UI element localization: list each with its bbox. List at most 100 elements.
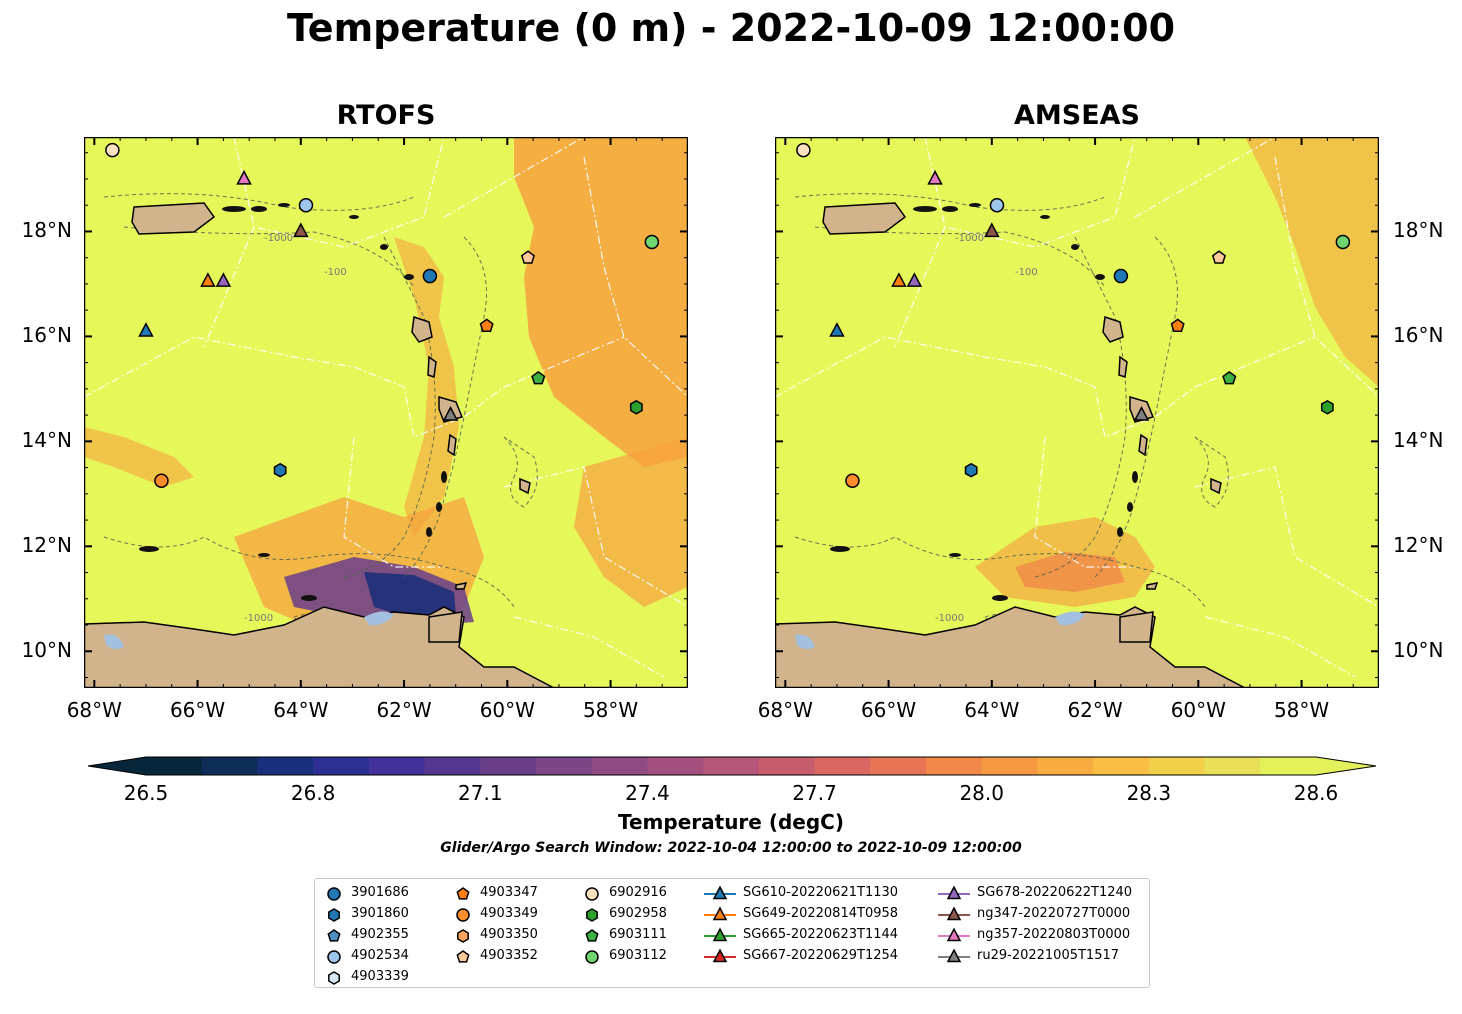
legend-label: 4903349 [480,906,538,921]
legend-swatch [704,947,736,962]
legend-marker [456,907,470,922]
lat-tick-label: 14°N [21,428,72,453]
contour-label-100: -100 [324,267,347,278]
legend-swatch [456,949,470,963]
legend-label: SG665-20220623T1144 [743,927,899,942]
colorbar-segment [480,757,537,775]
lon-tick-label: 60°W [479,698,535,722]
float-marker-ng347-20220727T0000 [293,222,309,238]
island-st-lucia [447,433,457,457]
legend-swatch [938,947,970,962]
legend-item: 3901686 [323,882,409,903]
legend-swatch [585,949,599,964]
legend-marker [712,884,728,899]
legend-item: 4903352 [452,945,538,966]
figure-title: Temperature (0 m) - 2022-10-09 12:00:00 [286,6,1176,50]
float-marker-4902534 [298,197,314,213]
legend-label: 6903111 [609,927,667,942]
legend-label: 6902958 [609,906,667,921]
island-trinidad [428,611,463,643]
panel-title-rtofs: RTOFS [336,100,436,131]
legend-swatch [938,905,970,920]
legend-item: ru29-20221005T1517 [937,945,1132,966]
cool-water-core [364,572,456,619]
colorbar-segment [1093,757,1150,775]
float-marker-4903352 [520,250,535,264]
legend-swatch [327,886,341,901]
legend-marker [328,907,340,922]
float-marker-4903347 [479,318,494,332]
lon-tick-label: 64°W [273,698,329,722]
island-puerto-rico [131,202,216,235]
legend-label: SG649-20220814T0958 [743,906,899,921]
legend-item: 6903112 [581,945,667,966]
legend-marker [456,886,470,900]
legend-label: 4902534 [351,948,409,963]
float-marker-ng357-20220803T0000 [927,169,943,185]
legend-marker [585,928,599,942]
legend-column: 6902916 6902958 6903111 6903112 [581,882,667,966]
colorbar-tick-label: 28.6 [1293,781,1339,805]
colorbar-label: Temperature (degC) [618,810,844,834]
float-marker-SG610-20220621T1130 [829,322,845,337]
lat-tick-label: 18°N [1393,218,1444,243]
warm-water-core-south [1015,552,1125,592]
legend-item: ng357-20220803T0000 [937,924,1132,945]
small-islands [139,203,447,601]
float-marker-6902916 [796,142,811,158]
lon-tick-label: 60°W [1170,698,1226,722]
legend-item: SG678-20220622T1240 [937,882,1132,903]
island-trinidad [1119,611,1154,643]
legend-item: 4903339 [323,966,409,987]
float-marker-6903112 [1335,234,1351,250]
legend-label: ng357-20220803T0000 [977,927,1131,942]
legend-swatch [704,884,736,899]
legend-item: SG667-20220629T1254 [703,945,898,966]
contour-label-1000: -1000 [264,233,293,244]
warm-water-northeast [514,137,688,467]
colorbar-tick-label: 27.1 [458,781,503,805]
legend-marker [586,907,598,922]
float-markers-amseas [796,142,1351,488]
colorbar-segment [146,757,203,775]
legend-swatch [327,949,341,964]
lon-tick-label: 62°W [1067,698,1123,722]
warm-water-east [574,437,688,607]
float-marker-ru29-20221005T1517 [1133,406,1150,421]
contour-label-1000-south: -1000 [244,613,273,624]
legend-swatch [457,928,469,943]
float-marker-SG649-20220814T0958 [891,272,907,287]
float-marker-6902958 [1320,399,1334,415]
legend-item: 4903347 [452,882,538,903]
colorbar-segment [1148,757,1206,775]
legend-marker [328,970,340,985]
search-window-text: Glider/Argo Search Window: 2022-10-04 12… [440,840,1022,856]
colorbar-tick-label: 26.8 [290,781,336,805]
float-marker-6903111 [531,370,546,385]
lat-tick-label: 10°N [21,638,72,663]
legend-item: 4903349 [452,903,538,924]
legend-marker [946,926,962,941]
island-tobago [1146,582,1159,590]
island-guadeloupe [1102,316,1124,343]
float-marker-4903347 [1170,318,1185,332]
legend-swatch [328,907,340,922]
island-barbados [1210,477,1222,495]
small-islands [830,203,1138,601]
lat-tick-label: 10°N [1393,638,1444,663]
float-marker-3901860 [964,462,978,478]
island-puerto-rico [822,202,907,235]
colorbar-tick-label: 27.7 [792,781,837,805]
legend-marker [457,928,469,943]
legend-swatch [456,907,470,922]
lake-features [795,611,1085,650]
legend-item: 4902534 [323,945,409,966]
float-marker-6902916 [105,142,120,158]
float-marker-SG678-20220622T1240 [906,272,923,287]
contour-label-1000: -1000 [955,233,984,244]
tick-marks-rtofs [84,137,688,688]
legend-item: 3901860 [323,903,409,924]
island-dominica [427,355,437,378]
float-marker-4902534 [989,197,1005,213]
contour-label-1000-south: -1000 [935,613,964,624]
